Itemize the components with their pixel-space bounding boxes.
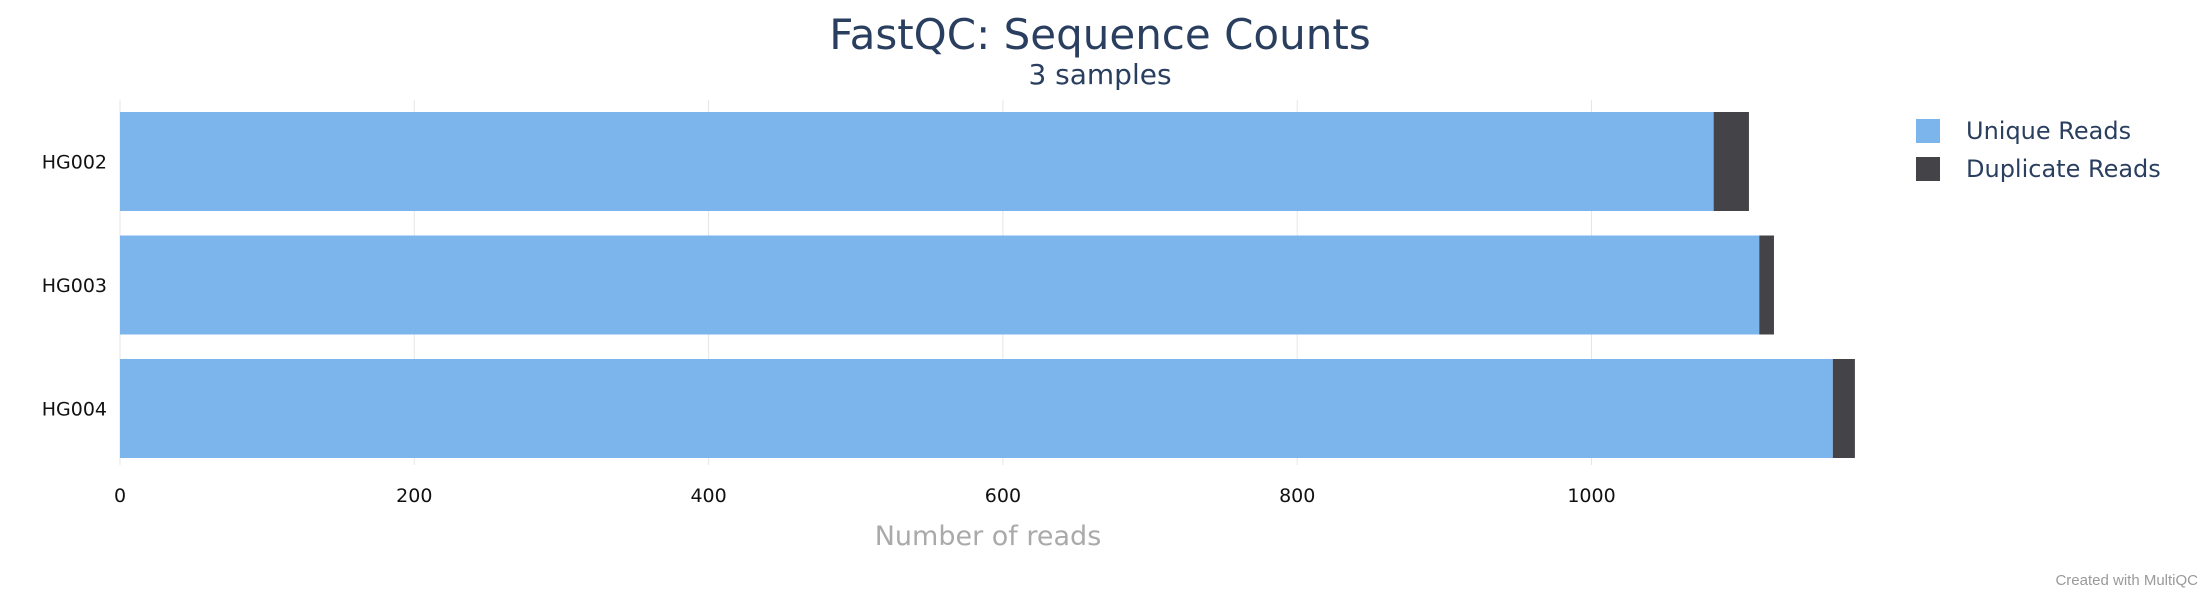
legend-swatch: [1916, 119, 1940, 143]
legend-label: Duplicate Reads: [1966, 155, 2161, 183]
bar-unique-reads[interactable]: [120, 359, 1833, 458]
bar-unique-reads[interactable]: [120, 235, 1760, 335]
legend-label: Unique Reads: [1966, 117, 2132, 145]
chart-subtitle: 3 samples: [1028, 58, 1172, 91]
legend-item[interactable]: Unique Reads: [1916, 112, 2161, 150]
x-tick-label: 800: [1279, 485, 1315, 507]
credit-text: Created with MultiQC: [2055, 572, 2198, 589]
y-tick-label: HG003: [42, 275, 107, 297]
legend: Unique Reads Duplicate Reads: [1916, 112, 2161, 188]
chart-title: FastQC: Sequence Counts: [829, 10, 1371, 59]
bar-unique-reads[interactable]: [120, 112, 1714, 211]
x-tick-label: 600: [985, 485, 1021, 507]
legend-swatch: [1916, 157, 1940, 181]
x-tick-label: 200: [396, 485, 432, 507]
x-tick-label: 400: [690, 485, 726, 507]
y-tick-label: HG002: [42, 152, 107, 174]
y-tick-label: HG004: [42, 399, 107, 421]
legend-item[interactable]: Duplicate Reads: [1916, 150, 2161, 188]
x-tick-label: 1000: [1567, 485, 1615, 507]
x-tick-label: 0: [114, 485, 126, 507]
bar-duplicate-reads[interactable]: [1759, 235, 1774, 335]
bar-duplicate-reads[interactable]: [1713, 112, 1749, 211]
x-axis-title: Number of reads: [875, 521, 1102, 552]
bar-duplicate-reads[interactable]: [1832, 359, 1855, 458]
